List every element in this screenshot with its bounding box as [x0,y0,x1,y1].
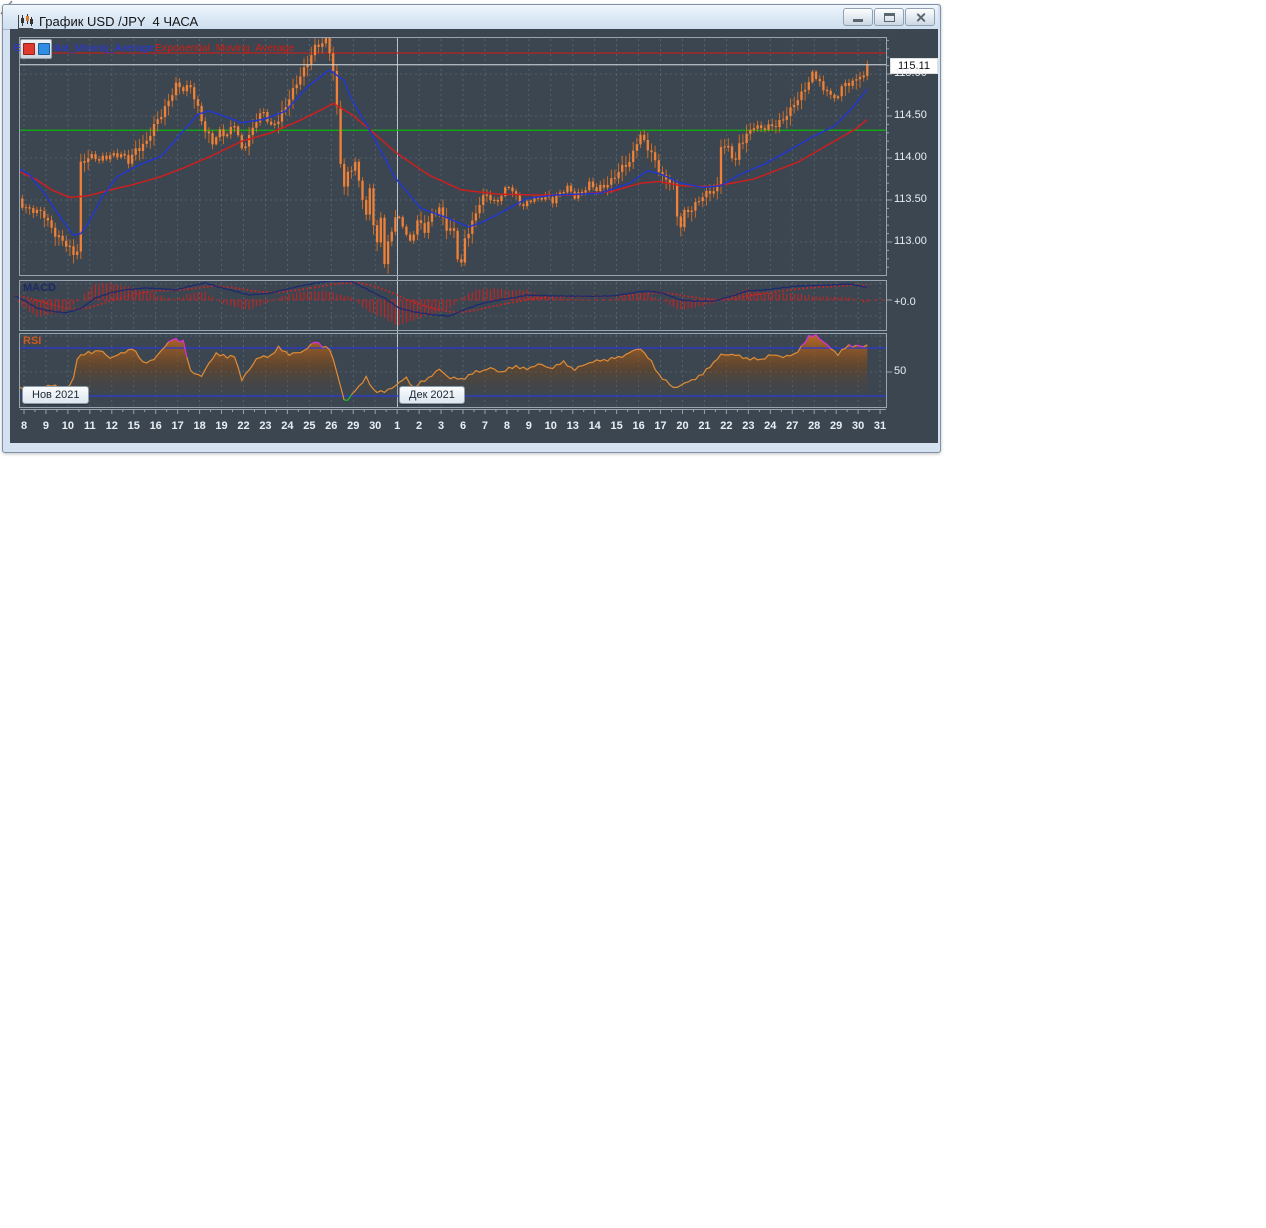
price-axis-label: 114.50 [894,109,927,121]
x-axis-label: 17 [171,420,184,432]
x-axis-label: 10 [61,420,75,432]
window-title: График USD /JPY 4 ЧАСА [39,14,199,29]
x-axis-label: 9 [525,420,532,432]
x-axis-label: 16 [149,420,162,432]
x-axis-label: 2 [416,420,423,432]
indicator-toggle-blue-button[interactable] [37,43,50,55]
x-axis-label: 9 [42,420,49,432]
x-axis-label: 16 [632,420,645,432]
price-axis-label: 115.00 [894,67,927,79]
x-axis-label: 12 [105,420,118,432]
x-axis-label: 28 [808,420,821,432]
maximize-icon [883,12,895,22]
x-axis-label: 13 [566,420,579,432]
minimize-button[interactable] [843,8,873,26]
macd-zero-axis-label: +0.0 [894,296,916,308]
x-axis-label: 15 [610,420,623,432]
chart-client-area[interactable]: Exponential_Moving_Average: Exponential_… [10,29,938,443]
title-bar[interactable]: График USD /JPY 4 ЧАСА [3,5,938,30]
month-tooltip-dec: Дек 2021 [399,386,465,404]
indicator-toggle-red-button[interactable] [22,43,35,55]
x-axis-label: 22 [237,420,250,432]
x-axis-label: 15 [127,420,140,432]
x-axis-label: 3 [437,420,445,432]
x-axis-label: 27 [786,420,799,432]
x-axis-label: 29 [830,420,843,432]
x-axis-label: 23 [742,420,755,432]
x-axis-label: 10 [544,420,557,432]
x-axis-label: 8 [20,420,28,432]
rsi-mid-axis-label: 50 [894,365,907,377]
current-price-tag: 115.11 [890,57,938,74]
x-axis-label: 14 [588,420,601,432]
x-axis-label: 30 [851,420,865,432]
x-axis-label: 8 [503,420,510,432]
maximize-button[interactable] [874,8,904,26]
x-axis-label: 11 [84,420,96,432]
x-axis-label: 31 [873,420,887,432]
legend-ema-slow-label: Exponential_Moving_Average [155,42,295,54]
rsi-panel-label: RSI [23,335,42,347]
minimize-icon [853,18,863,22]
x-axis-label: 17 [654,420,667,432]
x-axis-label: 24 [764,420,777,432]
price-axis-label: 113.00 [894,235,927,247]
x-axis-label: 24 [281,420,294,432]
x-axis-label: 6 [459,420,467,432]
x-axis-label: 22 [720,420,733,432]
close-button[interactable] [905,8,935,26]
chart-canvas[interactable] [10,29,938,443]
price-axis-label: 113.50 [894,193,927,205]
x-axis-label: 7 [481,420,488,432]
x-axis-label: 1 [394,420,401,432]
x-axis-label: 29 [347,420,360,432]
price-axis-label: 114.00 [894,151,927,163]
x-axis-label: 23 [259,420,272,432]
x-axis-label: 21 [698,420,711,432]
x-axis-label: 19 [215,420,228,432]
macd-panel-label: MACD [23,282,56,294]
x-axis-label: 30 [369,420,382,432]
x-axis-label: 18 [193,420,206,432]
x-axis-label: 20 [676,420,689,432]
x-axis-label: 26 [325,420,338,432]
indicator-buttons-chip [20,39,52,59]
close-icon [915,12,926,23]
x-axis-label: 25 [303,420,316,432]
candlestick-chart-icon [18,14,33,29]
month-tooltip-nov: Нов 2021 [22,386,90,404]
